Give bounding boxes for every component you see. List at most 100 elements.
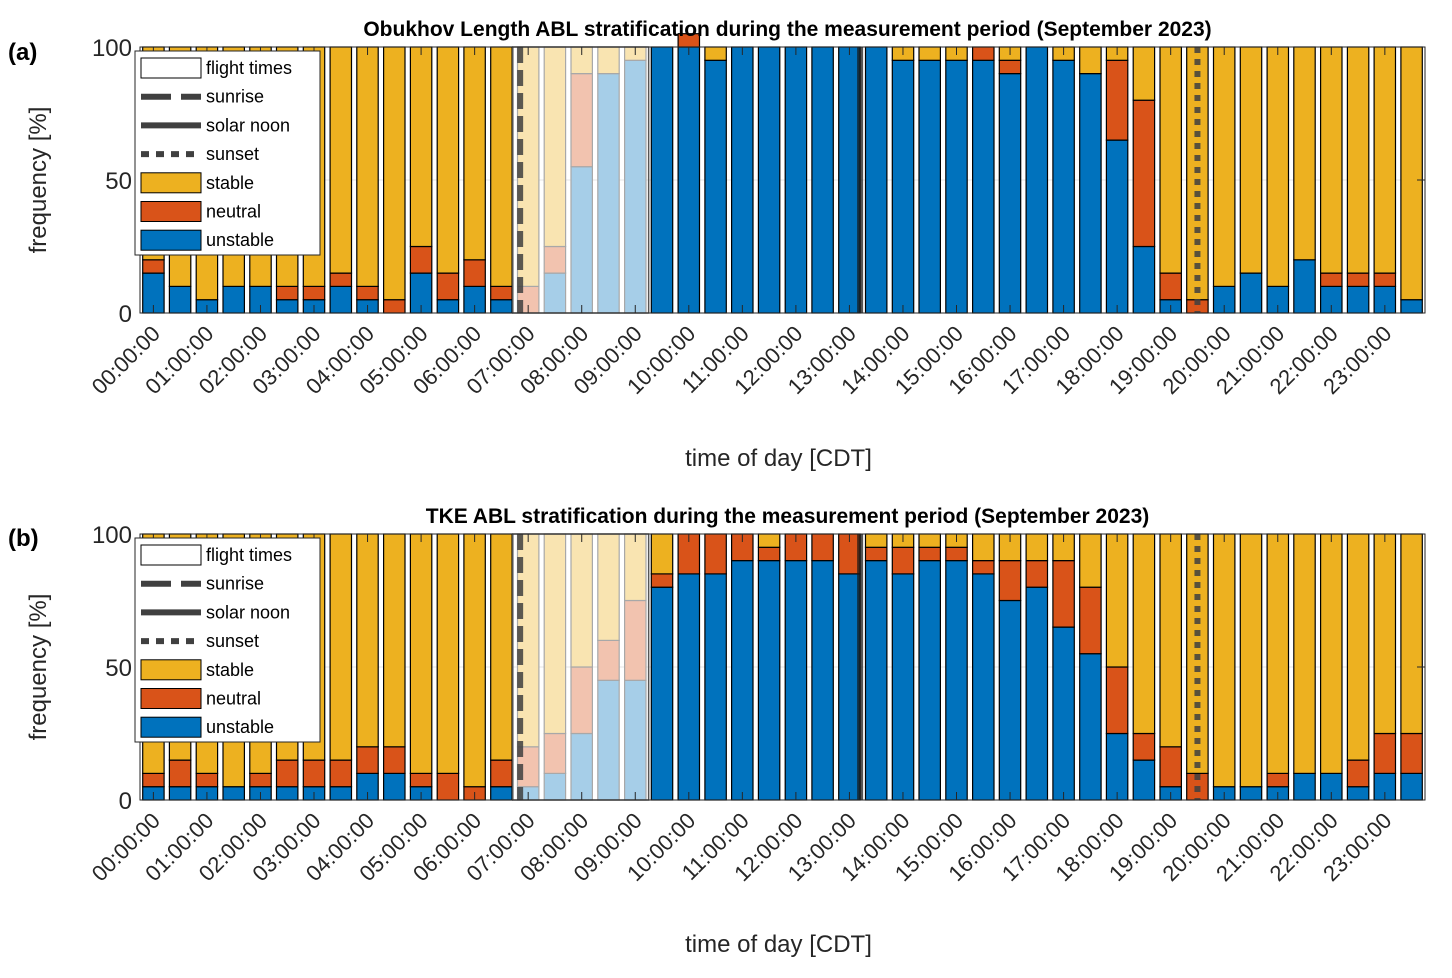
bar-stable xyxy=(1319,46,1343,274)
bar-stable xyxy=(1239,46,1263,274)
bar-neutral xyxy=(864,546,888,562)
bar-neutral xyxy=(302,759,326,788)
bar-unstable xyxy=(383,772,406,801)
bar-unstable xyxy=(757,559,781,801)
bar-unstable xyxy=(918,559,941,801)
bar-stable xyxy=(1346,46,1370,274)
bar-neutral xyxy=(543,732,567,775)
bar-neutral xyxy=(1105,59,1129,141)
bar-unstable xyxy=(704,573,727,801)
bar-unstable xyxy=(1105,139,1129,314)
bar-unstable xyxy=(1025,586,1049,801)
bar-neutral xyxy=(1159,746,1182,788)
bar-stable xyxy=(356,46,379,287)
bar-stable xyxy=(356,533,379,748)
bar-stable xyxy=(918,46,941,61)
bar-unstable xyxy=(811,559,834,801)
bar-stable xyxy=(1159,46,1182,274)
bar-neutral xyxy=(1132,732,1156,761)
ytick-label: 100 xyxy=(92,522,132,549)
bar-stable xyxy=(1400,533,1423,735)
bar-stable xyxy=(463,46,486,261)
bar-unstable xyxy=(275,299,299,314)
bar-unstable xyxy=(971,573,995,801)
bar-stable xyxy=(1319,533,1343,774)
bar-unstable xyxy=(1052,59,1075,314)
bar-unstable xyxy=(838,46,861,314)
bar-unstable xyxy=(490,786,513,801)
bar-stable xyxy=(409,46,433,248)
bar-neutral xyxy=(1400,732,1423,775)
bar-unstable xyxy=(757,46,781,314)
bar-stable xyxy=(1186,533,1209,774)
bar-stable xyxy=(543,533,567,735)
bar-neutral xyxy=(1319,272,1343,288)
bar-neutral xyxy=(490,759,513,788)
bar-unstable xyxy=(329,285,353,314)
bar-unstable xyxy=(918,59,941,314)
bar-stable xyxy=(864,533,888,548)
bar-neutral xyxy=(650,573,674,588)
bar-stable xyxy=(1105,533,1129,668)
bar-neutral xyxy=(249,772,272,788)
panel-label: (a) xyxy=(8,39,37,66)
bar-neutral xyxy=(463,259,486,287)
bar-stable xyxy=(490,46,513,287)
bar-stable xyxy=(490,533,513,761)
bar-unstable xyxy=(811,46,834,314)
bar-neutral xyxy=(195,772,219,788)
legend-label: flight times xyxy=(206,545,292,565)
bar-neutral xyxy=(275,759,299,788)
bar-neutral xyxy=(329,759,353,788)
bar-unstable xyxy=(730,46,754,314)
bar-unstable xyxy=(222,786,245,801)
bar-unstable xyxy=(570,732,593,801)
legend-label: sunset xyxy=(206,631,259,651)
bar-unstable xyxy=(784,46,808,314)
bar-neutral xyxy=(1052,559,1075,628)
bar-stable xyxy=(1266,46,1290,287)
bar-unstable xyxy=(1079,653,1102,801)
bar-unstable xyxy=(275,786,299,801)
legend-label: sunrise xyxy=(206,574,264,594)
legend-label: solar noon xyxy=(206,602,290,622)
bar-unstable xyxy=(1025,46,1049,314)
bar-unstable xyxy=(838,573,861,801)
legend-label: neutral xyxy=(206,202,261,222)
bar-stable xyxy=(597,46,620,75)
bar-unstable xyxy=(650,586,674,801)
legend-swatch-stable xyxy=(140,659,202,681)
bar-neutral xyxy=(971,559,995,575)
bar-stable xyxy=(757,533,781,548)
bar-neutral xyxy=(383,746,406,774)
bar-stable xyxy=(1132,46,1156,101)
bar-neutral xyxy=(623,599,647,681)
bar-unstable xyxy=(1239,272,1263,314)
bar-stable xyxy=(543,46,567,248)
bar-unstable xyxy=(677,573,701,801)
bar-unstable xyxy=(1346,285,1370,314)
bar-neutral xyxy=(1079,586,1102,655)
bar-unstable xyxy=(998,72,1022,314)
bar-stable xyxy=(463,533,486,788)
bar-neutral xyxy=(704,533,727,575)
x-axis-label: time of day [CDT] xyxy=(685,931,872,958)
bar-neutral xyxy=(543,245,567,274)
bar-neutral xyxy=(302,285,326,301)
legend-swatch-neutral xyxy=(140,201,202,222)
bar-stable xyxy=(1346,533,1370,761)
legend-label: unstable xyxy=(206,717,274,737)
bar-unstable xyxy=(543,772,567,801)
bar-neutral xyxy=(811,533,834,562)
legend-label: solar noon xyxy=(206,115,290,135)
bar-unstable xyxy=(597,679,620,801)
bar-unstable xyxy=(597,72,620,314)
bar-unstable xyxy=(650,46,674,314)
bar-unstable xyxy=(436,299,460,314)
bar-neutral xyxy=(409,245,433,274)
bar-neutral xyxy=(383,299,406,314)
bar-unstable xyxy=(543,272,567,314)
bar-stable xyxy=(971,533,995,562)
bar-neutral xyxy=(436,272,460,301)
y-axis-label: frequency [%] xyxy=(25,594,52,741)
